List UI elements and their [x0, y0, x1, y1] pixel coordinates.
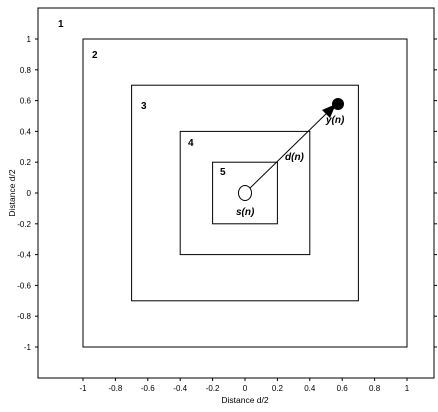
y-tick-label: 0.8 — [20, 66, 32, 75]
region-square-3 — [131, 84, 359, 302]
region-squares — [82, 38, 408, 348]
region-square-4 — [179, 130, 311, 256]
x-tick-label: 0.4 — [304, 384, 316, 393]
y-tick-label: -0.4 — [17, 251, 31, 260]
y-tick-label: 0 — [27, 189, 32, 198]
y-tick-label: -1 — [24, 343, 32, 352]
x-tick-label: 1 — [405, 384, 410, 393]
x-tick-label: -1 — [79, 384, 87, 393]
y-tick-label: 0.6 — [20, 97, 32, 106]
x-tick-label: -0.6 — [141, 384, 155, 393]
y-tick-label: 0.4 — [20, 127, 32, 136]
destination-node — [332, 98, 344, 110]
y-tick-label: 1 — [27, 35, 32, 44]
region-label-2: 2 — [92, 50, 98, 61]
y-axis-label: Distance d/2 — [7, 169, 17, 217]
x-tick-label: 0 — [243, 384, 248, 393]
distance-label: d(n) — [285, 152, 305, 163]
distance-arrow — [244, 109, 331, 194]
x-axis-label: Distance d/2 — [221, 395, 269, 405]
plot-frame — [37, 7, 435, 379]
y-tick-label: 0.2 — [20, 158, 32, 167]
y-tick-label: -0.2 — [17, 220, 31, 229]
y-tick-label: -0.6 — [17, 281, 31, 290]
region-square-5 — [212, 161, 278, 225]
y-tick-label: -0.8 — [17, 312, 31, 321]
region-square-2 — [82, 38, 408, 348]
region-label-5: 5 — [220, 167, 226, 178]
x-tick-label: 0.8 — [369, 384, 381, 393]
x-tick-label: -0.8 — [109, 384, 123, 393]
source-node — [238, 185, 252, 201]
x-tick-label: 0.6 — [337, 384, 349, 393]
destination-label: y(n) — [325, 115, 345, 126]
region-label-3: 3 — [141, 101, 147, 112]
x-tick-label: -0.2 — [206, 384, 220, 393]
x-tick-label: 0.2 — [272, 384, 284, 393]
region-label-4: 4 — [188, 138, 194, 149]
source-label: s(n) — [236, 207, 255, 218]
x-tick-label: -0.4 — [173, 384, 187, 393]
region-label-1: 1 — [58, 19, 64, 30]
region-labels: 1 2 3 4 5 — [58, 19, 226, 178]
arrowhead-icon — [322, 104, 336, 118]
axis-ticks: -1 -0.8 -0.6 -0.4 -0.2 0 0.2 0.4 0.6 0.8 1 1 0.8 0.6 0… — [17, 35, 437, 393]
